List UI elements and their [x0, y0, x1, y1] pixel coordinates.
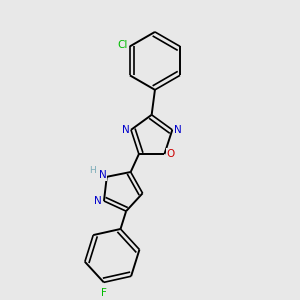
Text: H: H: [90, 167, 96, 176]
Text: Cl: Cl: [117, 40, 128, 50]
Text: F: F: [101, 288, 107, 298]
Text: O: O: [166, 149, 175, 159]
Text: N: N: [122, 125, 130, 135]
Text: N: N: [99, 170, 107, 180]
Text: N: N: [174, 125, 182, 135]
Text: N: N: [94, 196, 102, 206]
